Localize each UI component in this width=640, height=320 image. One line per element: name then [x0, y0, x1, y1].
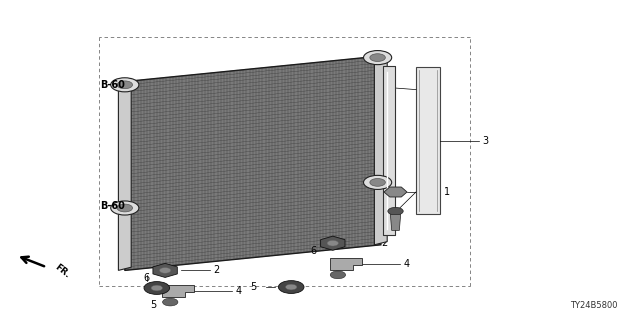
Bar — [383, 66, 395, 235]
Text: 4: 4 — [403, 259, 410, 269]
Text: B-60: B-60 — [100, 80, 125, 90]
Polygon shape — [162, 285, 194, 297]
Polygon shape — [321, 236, 345, 250]
Circle shape — [159, 268, 171, 273]
Text: 5: 5 — [150, 300, 157, 310]
Text: FR.: FR. — [53, 262, 72, 280]
Polygon shape — [330, 258, 362, 270]
Circle shape — [285, 284, 297, 290]
Circle shape — [111, 201, 139, 215]
Text: 2: 2 — [381, 238, 387, 248]
Polygon shape — [125, 56, 381, 270]
Bar — [416, 67, 440, 214]
Circle shape — [327, 240, 339, 246]
Circle shape — [278, 281, 304, 293]
Polygon shape — [118, 78, 131, 270]
Text: B-60: B-60 — [100, 201, 125, 212]
Polygon shape — [153, 263, 177, 277]
Text: 1: 1 — [444, 187, 450, 197]
Circle shape — [388, 207, 403, 215]
Circle shape — [117, 204, 132, 212]
Circle shape — [330, 271, 346, 279]
Text: 6: 6 — [310, 246, 317, 256]
Text: TY24B5800: TY24B5800 — [570, 301, 618, 310]
Circle shape — [144, 282, 170, 294]
Polygon shape — [390, 214, 401, 230]
Circle shape — [364, 51, 392, 65]
Circle shape — [117, 81, 132, 89]
Circle shape — [111, 78, 139, 92]
Circle shape — [364, 175, 392, 189]
Text: 3: 3 — [482, 136, 488, 146]
Text: 5: 5 — [250, 282, 256, 292]
Polygon shape — [374, 53, 387, 245]
Polygon shape — [384, 187, 407, 197]
Text: 2: 2 — [213, 265, 220, 276]
Circle shape — [370, 179, 385, 186]
Circle shape — [370, 54, 385, 61]
Text: 4: 4 — [236, 286, 242, 296]
Circle shape — [151, 285, 163, 291]
Circle shape — [163, 298, 178, 306]
Text: 6: 6 — [143, 273, 149, 284]
